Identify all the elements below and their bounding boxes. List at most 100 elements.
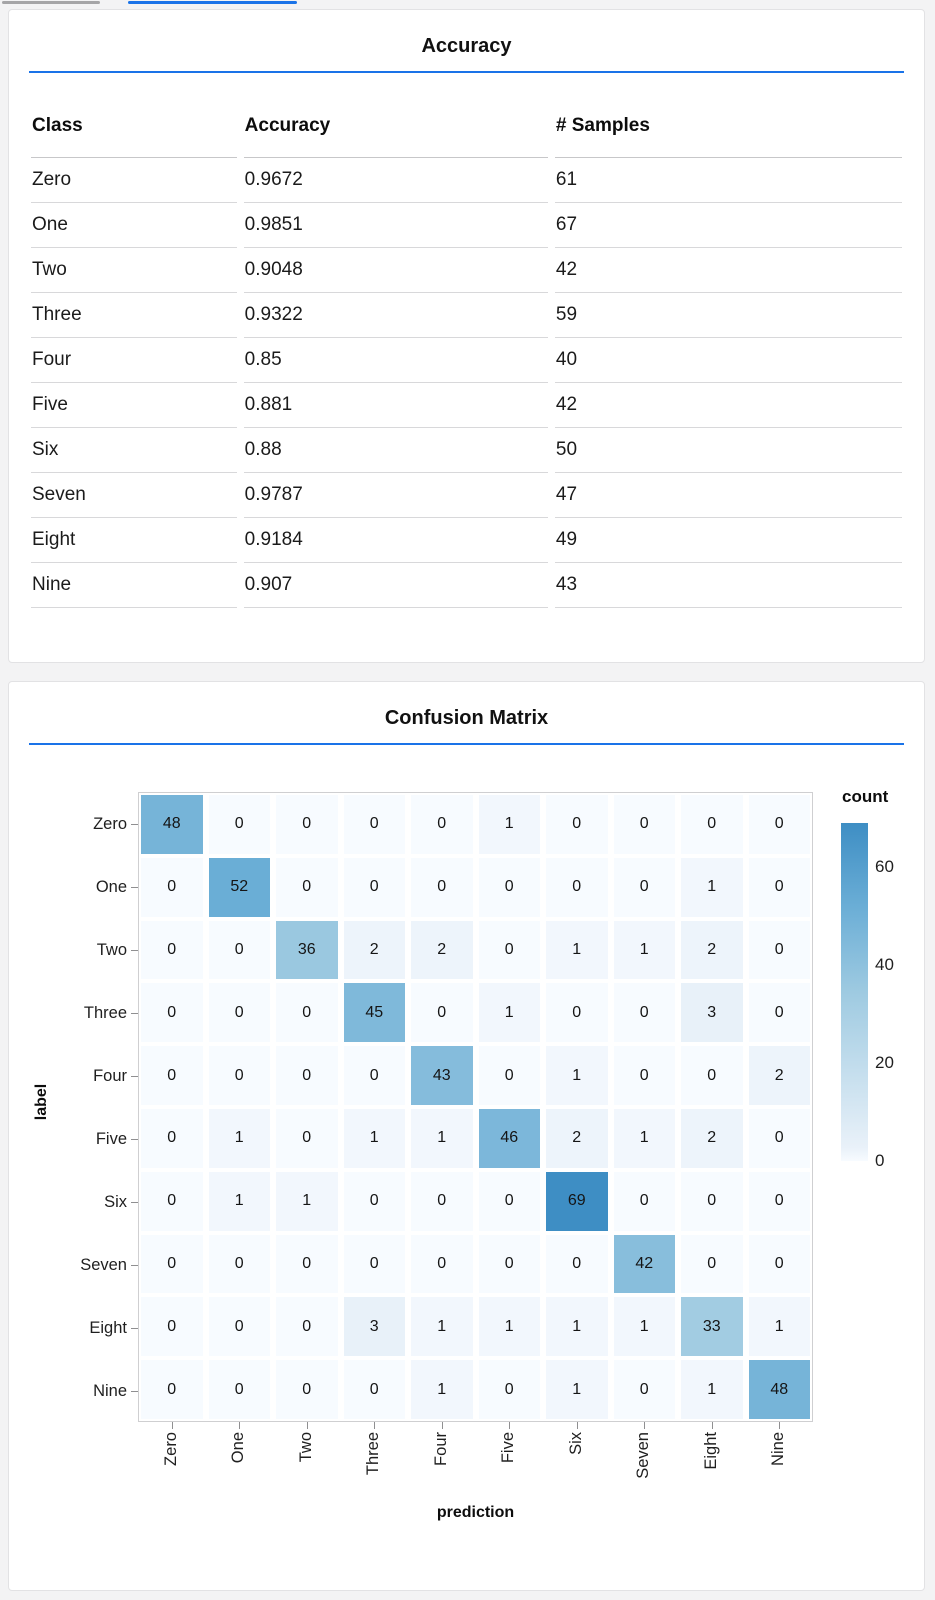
matrix-cell: 0 xyxy=(208,795,270,854)
matrix-cell: 0 xyxy=(478,1171,540,1231)
samples-cell: 40 xyxy=(554,338,902,383)
accuracy-card: Accuracy Class Accuracy # Samples Zero 0.96… xyxy=(8,9,925,663)
legend-tick-label: 20 xyxy=(875,1053,894,1073)
accuracy-table: Class Accuracy # Samples Zero 0.9672 61 One 0.… xyxy=(24,101,909,608)
matrix-cell: 1 xyxy=(681,857,743,917)
samples-cell: 67 xyxy=(554,203,902,248)
matrix-cell: 1 xyxy=(613,920,675,980)
x-tick xyxy=(576,1422,578,1429)
matrix-cell: 1 xyxy=(546,1360,608,1419)
matrix-cell: 0 xyxy=(613,1360,675,1419)
tab-underline-inactive[interactable] xyxy=(2,1,100,4)
matrix-cell: 0 xyxy=(276,1360,338,1419)
matrix-cell: 0 xyxy=(681,1171,743,1231)
table-row: Two 0.9048 42 xyxy=(31,248,902,293)
accuracy-cell: 0.881 xyxy=(243,383,548,428)
table-row: Five 0.881 42 xyxy=(31,383,902,428)
matrix-cell: 0 xyxy=(343,1046,405,1105)
samples-cell: 47 xyxy=(554,473,902,518)
matrix-cell: 1 xyxy=(208,1171,270,1231)
matrix-cell: 1 xyxy=(276,1171,338,1231)
accuracy-cell: 0.9322 xyxy=(243,293,548,338)
matrix-cell: 0 xyxy=(546,1234,608,1294)
y-tick-label: Nine xyxy=(93,1381,127,1400)
matrix-cell: 1 xyxy=(411,1297,473,1357)
matrix-cell: 0 xyxy=(208,1046,270,1105)
legend-gradient-bar xyxy=(841,823,868,1161)
matrix-cell: 3 xyxy=(681,983,743,1043)
table-row: Nine 0.907 43 xyxy=(31,563,902,608)
matrix-cell: 0 xyxy=(546,857,608,917)
matrix-cell: 0 xyxy=(478,1046,540,1105)
x-tick xyxy=(306,1422,308,1429)
class-cell: Five xyxy=(31,383,237,428)
class-cell: Three xyxy=(31,293,237,338)
table-row: Zero 0.9672 61 xyxy=(31,158,902,203)
matrix-cell: 42 xyxy=(613,1234,675,1294)
x-tick xyxy=(779,1422,781,1429)
class-cell: Zero xyxy=(31,158,237,203)
table-row: Seven 0.9787 47 xyxy=(31,473,902,518)
tab-underline-active[interactable] xyxy=(128,1,297,4)
matrix-cell: 0 xyxy=(478,1234,540,1294)
matrix-cell: 0 xyxy=(141,920,203,980)
legend-tick-label: 60 xyxy=(875,857,894,877)
matrix-cell: 0 xyxy=(748,857,810,917)
matrix-cell: 0 xyxy=(343,1360,405,1419)
matrix-cell: 1 xyxy=(343,1108,405,1168)
x-tick xyxy=(509,1422,511,1429)
matrix-cell: 1 xyxy=(208,1108,270,1168)
accuracy-cell: 0.9672 xyxy=(243,158,548,203)
x-tick-label: Zero xyxy=(161,1432,180,1466)
matrix-cell: 0 xyxy=(411,1171,473,1231)
y-tick xyxy=(131,1138,138,1140)
matrix-cell: 0 xyxy=(141,1360,203,1419)
y-tick-label: Four xyxy=(93,1066,127,1085)
matrix-cell: 1 xyxy=(411,1108,473,1168)
matrix-cell: 0 xyxy=(141,1046,203,1105)
matrix-cell: 0 xyxy=(411,857,473,917)
x-tick-label: Eight xyxy=(701,1432,720,1470)
y-tick xyxy=(131,823,138,825)
samples-cell: 59 xyxy=(554,293,902,338)
y-tick-label: Two xyxy=(96,940,127,959)
accuracy-cell: 0.9184 xyxy=(243,518,548,563)
matrix-cell: 1 xyxy=(681,1360,743,1419)
y-tick xyxy=(131,1075,138,1077)
matrix-cell: 0 xyxy=(343,857,405,917)
matrix-cell: 0 xyxy=(478,920,540,980)
x-tick xyxy=(239,1422,241,1429)
matrix-cell: 0 xyxy=(748,1171,810,1231)
matrix-cell: 2 xyxy=(681,920,743,980)
y-tick xyxy=(131,886,138,888)
y-tick xyxy=(131,1012,138,1014)
matrix-cell: 0 xyxy=(141,983,203,1043)
matrix-cell: 1 xyxy=(478,1297,540,1357)
accuracy-cell: 0.907 xyxy=(243,563,548,608)
legend-tick-label: 40 xyxy=(875,955,894,975)
table-row: Three 0.9322 59 xyxy=(31,293,902,338)
x-tick-label: Four xyxy=(431,1432,450,1466)
x-tick-label: Five xyxy=(499,1432,518,1464)
x-tick xyxy=(374,1422,376,1429)
confusion-matrix-title: Confusion Matrix xyxy=(384,707,549,729)
class-cell: Six xyxy=(31,428,237,473)
matrix-cell: 0 xyxy=(546,795,608,854)
class-cell: Eight xyxy=(31,518,237,563)
y-tick-label: Five xyxy=(95,1129,127,1148)
matrix-cell: 43 xyxy=(411,1046,473,1105)
x-tick-label: Six xyxy=(566,1432,585,1455)
matrix-cell: 0 xyxy=(478,1360,540,1419)
matrix-cell: 0 xyxy=(276,1234,338,1294)
matrix-cell: 0 xyxy=(478,857,540,917)
matrix-cell: 2 xyxy=(748,1046,810,1105)
table-row: Six 0.88 50 xyxy=(31,428,902,473)
matrix-cell: 48 xyxy=(141,795,203,854)
y-tick xyxy=(131,1264,138,1266)
y-tick-label: Zero xyxy=(93,814,127,833)
matrix-cell: 0 xyxy=(343,795,405,854)
legend-tick-label: 0 xyxy=(875,1151,885,1170)
matrix-cell: 2 xyxy=(546,1108,608,1168)
matrix-cell: 0 xyxy=(748,1108,810,1168)
matrix-cell: 0 xyxy=(343,1234,405,1294)
